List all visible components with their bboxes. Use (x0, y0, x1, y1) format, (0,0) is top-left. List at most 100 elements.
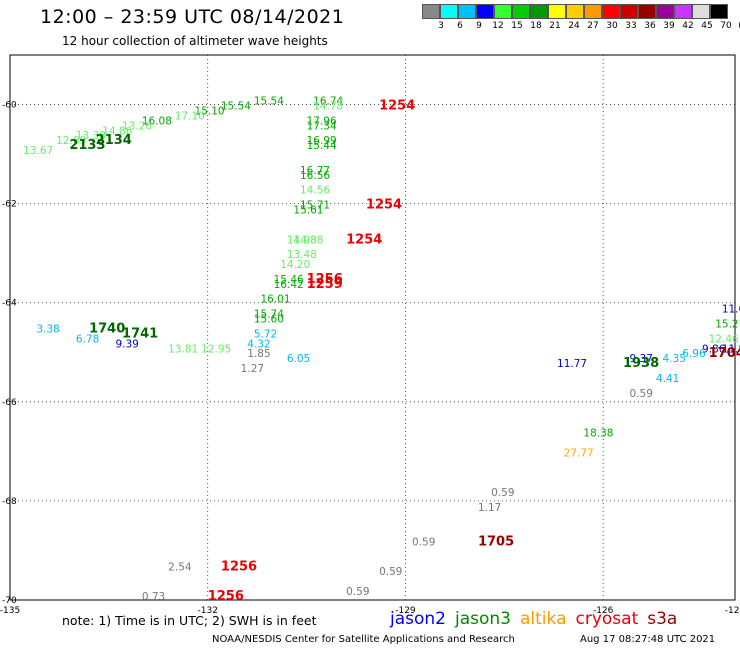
wave-height-point: 0.59 (412, 537, 435, 549)
satellite-jason3: jason3 (455, 609, 511, 629)
legend-label: 15 (511, 21, 523, 31)
y-tick-label: -62 (2, 200, 17, 210)
credit-line: NOAA/NESDIS Center for Satellite Applica… (212, 634, 515, 645)
legend-swatch (422, 4, 440, 19)
wave-height-point: 16.74 (313, 96, 343, 108)
legend-label: 3 (438, 21, 444, 31)
legend-swatch (602, 4, 620, 19)
wave-height-point: 17.10 (175, 110, 205, 122)
wave-height-point: 11.77 (557, 358, 587, 370)
y-tick-label: -70 (2, 596, 17, 606)
plot-frame (9, 54, 736, 601)
wave-height-point: 1.27 (241, 363, 264, 375)
legend-swatch (584, 4, 602, 19)
legend-swatch (512, 4, 530, 19)
pass-time-label: 1705 (478, 535, 514, 550)
legend-swatch (656, 4, 674, 19)
pass-time-label: 2133 (69, 138, 105, 153)
satellite-s3a: s3a (647, 609, 678, 629)
wave-height-point: 11.84 (722, 343, 740, 355)
legend-label: 24 (568, 21, 580, 31)
wave-height-point: 15.74 (254, 309, 284, 321)
wave-height-point: 15.44 (307, 140, 337, 152)
wave-height-point: 13.38 (76, 130, 106, 142)
satellite-key: jason2 jason3 altika cryosat s3a (390, 609, 686, 629)
legend-swatch (440, 4, 458, 19)
wave-height-point: 15.54 (221, 101, 251, 113)
wave-height-point: 27.77 (564, 447, 594, 459)
wave-height-point: 17.96 (307, 115, 337, 127)
wave-height-point: 14.88 (293, 234, 323, 246)
wave-height-point: 13.81 (168, 343, 198, 355)
wave-height-point: 15.21 (715, 319, 740, 331)
legend-swatch (494, 4, 512, 19)
pass-time-label: 1741 (122, 326, 158, 341)
legend-swatch (566, 4, 584, 19)
wave-height-point: 13.48 (287, 249, 317, 261)
wave-height-point: 14.78 (313, 101, 343, 113)
wave-height-point: 6.05 (287, 353, 310, 365)
wave-height-point: 13.26 (122, 120, 152, 132)
legend-swatch (476, 4, 494, 19)
wave-height-point: 14.20 (280, 259, 310, 271)
wave-height-point: 9.86 (702, 343, 726, 355)
x-tick-label: -132 (198, 606, 218, 616)
wave-height-point: 16.99 (307, 135, 337, 147)
legend-label: (ft) (738, 21, 740, 31)
legend-label: 36 (644, 21, 656, 31)
wave-height-point: 13.67 (23, 145, 53, 157)
generated-timestamp: Aug 17 08:27:48 UTC 2021 (580, 634, 716, 645)
legend-label: 27 (587, 21, 599, 31)
satellite-altika: altika (520, 609, 567, 629)
legend-label: 30 (606, 21, 618, 31)
x-tick-label: -135 (0, 606, 20, 616)
wave-height-point: 15.60 (254, 314, 284, 326)
wave-height-point: 14.56 (300, 185, 330, 197)
wave-height-point: 4.32 (247, 338, 270, 350)
wave-height-point: 0.73 (142, 591, 165, 603)
legend-label: 9 (476, 21, 482, 31)
wave-height-point: 17.34 (307, 120, 337, 132)
wave-height-point: 15.46 (274, 274, 304, 286)
legend-label: 12 (492, 21, 504, 31)
wave-height-point: 6.96 (682, 348, 706, 360)
y-tick-label: -64 (2, 299, 17, 309)
pass-time-label: 2134 (96, 133, 132, 148)
wave-height-point: 12.46 (709, 333, 739, 345)
wave-height-point: 11.62 (722, 304, 740, 316)
wave-height-point: 15.61 (293, 205, 323, 217)
x-tick-label: -129 (395, 606, 416, 616)
legend-label: 18 (530, 21, 542, 31)
y-tick-label: -60 (2, 101, 17, 111)
wave-height-point: 1.17 (478, 502, 501, 514)
chart-title: 12:00 – 23:59 UTC 08/14/2021 (40, 6, 345, 28)
wave-height-point: 0.59 (630, 388, 653, 400)
pass-time-label: 1254 (346, 232, 382, 247)
legend-swatch (674, 4, 692, 19)
chart-subtitle: 12 hour collection of altimeter wave hei… (62, 34, 328, 48)
wave-height-point: 16.08 (142, 115, 172, 127)
legend-swatch (692, 4, 710, 19)
wave-height-point: 16.42 (274, 279, 304, 291)
pass-time-label: 1254 (366, 198, 402, 213)
x-tick-label: -126 (593, 606, 614, 616)
wave-height-point: 4.35 (663, 353, 686, 365)
wave-height-point: 12.95 (201, 343, 231, 355)
legend-swatch (638, 4, 656, 19)
pass-time-label: 1254 (379, 99, 415, 114)
pass-time-label: 1740 (89, 321, 125, 336)
wave-height-point: 4.41 (656, 373, 679, 385)
legend-label: 33 (625, 21, 637, 31)
legend-label: 42 (682, 21, 694, 31)
wave-height-point: 1.85 (247, 348, 270, 360)
wave-height-point: 6.78 (76, 333, 99, 345)
legend-swatch (620, 4, 638, 19)
satellite-cryosat: cryosat (575, 609, 639, 629)
legend-label: 39 (663, 21, 675, 31)
wave-height-point: 14.98 (287, 234, 317, 246)
wave-height-point: 0.59 (491, 487, 514, 499)
wave-height-point: 3.38 (36, 323, 59, 335)
wave-height-point: 15.54 (254, 96, 284, 108)
